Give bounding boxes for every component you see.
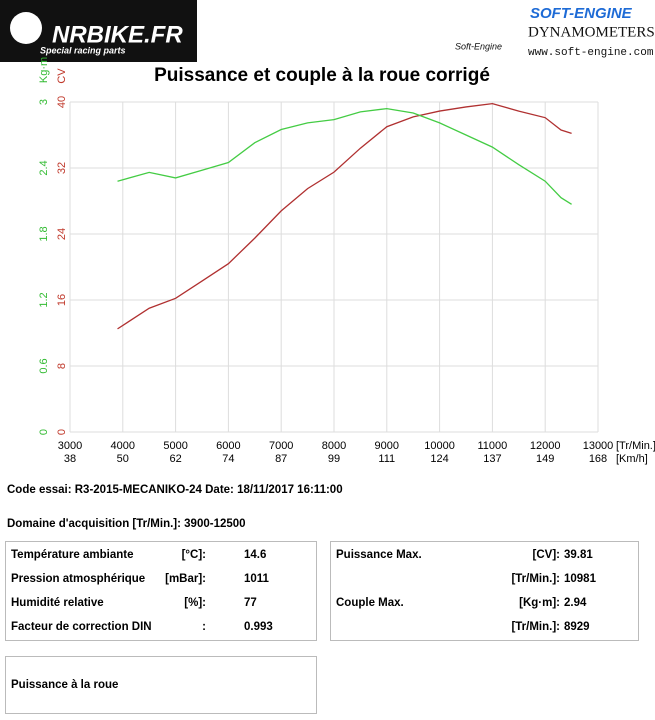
row-value: 14.6	[244, 549, 267, 561]
y2-tick-label: 0.6	[38, 358, 50, 373]
acq-domain: Domaine d'acquisition [Tr/Min.]: 3900-12…	[7, 518, 246, 530]
x-tick-label: 6000	[216, 440, 240, 452]
x-speed-label: 111	[378, 453, 395, 465]
row-unit: [Kg·m]:	[519, 597, 560, 609]
row-unit: [Tr/Min.]:	[511, 573, 560, 585]
row-label: Pression atmosphérique	[11, 573, 146, 585]
footer-box: Puissance à la roue	[5, 656, 317, 714]
row-value: 77	[244, 597, 257, 609]
x-speed-label: 168	[589, 453, 607, 465]
x-tick-label: 7000	[269, 440, 293, 452]
x-tick-label: 8000	[322, 440, 346, 452]
y-tick-label: 16	[56, 294, 68, 306]
y-tick-label: 24	[56, 228, 68, 240]
row-unit: [CV]:	[532, 549, 560, 561]
chart-title: Puissance et couple à la roue corrigé	[154, 65, 490, 86]
row-value: 39.81	[564, 549, 593, 561]
results-box: Puissance Max. [CV]: 39.81 [Tr/Min.]: 10981 C…	[330, 541, 639, 641]
x-tick-label: 12000	[530, 440, 561, 452]
x-speed-label: 149	[536, 453, 554, 465]
row-label: Humidité relative	[11, 597, 104, 609]
y-tick-label: 0	[56, 429, 68, 435]
y2-tick-label: 1.8	[38, 226, 50, 241]
x-speed-label: 74	[222, 453, 234, 465]
row-unit: [Tr/Min.]:	[511, 621, 560, 633]
series-line	[117, 107, 572, 205]
y-tick-label: 8	[56, 363, 68, 369]
x-tick-label: 5000	[163, 440, 187, 452]
brand: NRBIKE.FR	[52, 21, 183, 48]
y2-tick-label: 3	[38, 99, 50, 105]
logo-helmet	[10, 12, 42, 44]
x-speed-label: 62	[169, 453, 181, 465]
series-line	[117, 102, 572, 330]
test-code: Code essai: R3-2015-MECANIKO-24 Date: 18…	[7, 484, 343, 496]
row-value: 1011	[244, 573, 269, 585]
x-tick-label: 10000	[424, 440, 455, 452]
y2-tick-label: 2.4	[38, 160, 50, 175]
maker-sub: Soft-Engine	[455, 41, 502, 51]
x-speed-label: 124	[430, 453, 448, 465]
x-tick-label: 9000	[375, 440, 399, 452]
y-tick-label: 32	[56, 162, 68, 174]
row-label: Puissance Max.	[336, 549, 422, 561]
row-value: 10981	[564, 573, 596, 585]
y2-tick-label: 1.2	[38, 292, 50, 307]
y2-axis-label: Kg·m	[38, 57, 50, 83]
maker: SOFT-ENGINE	[530, 5, 633, 22]
chart: NRBIKE.FR Special racing parts SOFT-ENGI…	[0, 0, 655, 465]
url: www.soft-engine.com	[528, 47, 654, 59]
x-speed-label: 38	[64, 453, 76, 465]
row-value: 8929	[564, 621, 590, 633]
y-axis-label: CV	[56, 68, 68, 84]
row-unit: :	[202, 621, 206, 633]
y2-tick-label: 0	[38, 429, 50, 435]
x-speed-label: 137	[483, 453, 501, 465]
x-tick-label: 4000	[111, 440, 135, 452]
tagline: Special racing parts	[40, 45, 126, 55]
x-tick-label: 11000	[478, 440, 508, 452]
x-speed-label: 87	[275, 453, 287, 465]
row-unit: [%]:	[184, 597, 206, 609]
x-speed-label: 50	[117, 453, 129, 465]
row-value: 2.94	[564, 597, 587, 609]
footer-label: Puissance à la roue	[11, 679, 119, 691]
x-speed-axis-label: [Km/h]	[616, 453, 648, 465]
x-tick-label: 13000	[583, 440, 614, 452]
x-axis-label: [Tr/Min.]	[616, 440, 655, 452]
x-speed-label: 99	[328, 453, 340, 465]
x-tick-label: 3000	[58, 440, 82, 452]
row-unit: [°C]:	[181, 549, 206, 561]
row-unit: [mBar]:	[165, 573, 206, 585]
y-tick-label: 40	[56, 96, 68, 108]
row-value: 0.993	[244, 621, 273, 633]
row-label: Facteur de correction DIN	[11, 621, 152, 633]
row-label: Température ambiante	[11, 549, 134, 561]
conditions-box: Température ambiante [°C]: 14.6 Pression at…	[5, 541, 317, 641]
row-label: Couple Max.	[336, 597, 404, 609]
product: DYNAMOMETERS	[528, 24, 655, 40]
